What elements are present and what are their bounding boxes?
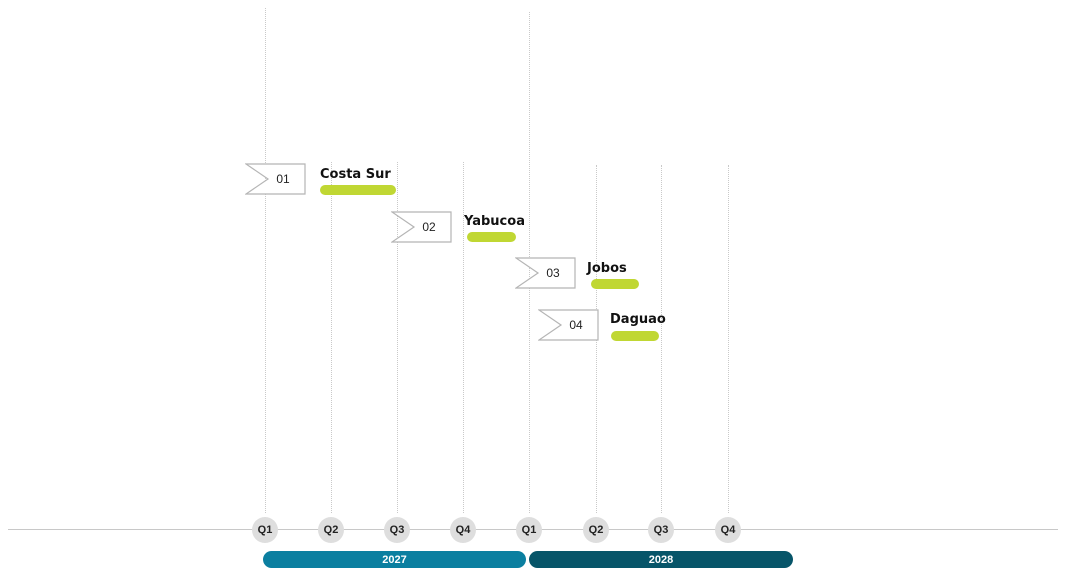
quarter-marker-2027-q4: Q4: [450, 517, 476, 543]
gridline-2027-q1: [265, 8, 266, 513]
task-flag-04: 04: [538, 309, 599, 341]
gridline-2028-q4: [728, 165, 729, 513]
quarter-marker-2028-q4: Q4: [715, 517, 741, 543]
task-bar-daguao: [611, 331, 659, 341]
task-flag-02: 02: [391, 211, 452, 243]
gridline-2027-q4: [463, 162, 464, 513]
quarter-marker-2028-q2: Q2: [583, 517, 609, 543]
task-label-jobos: Jobos: [587, 261, 627, 276]
task-flag-01: 01: [245, 163, 306, 195]
task-number: 03: [546, 266, 560, 280]
task-bar-yabucoa: [467, 232, 516, 242]
task-number: 01: [276, 172, 290, 186]
quarter-marker-2027-q2: Q2: [318, 517, 344, 543]
flag-shape: [538, 309, 599, 341]
task-label-costa-sur: Costa Sur: [320, 167, 391, 182]
quarter-marker-2028-q3: Q3: [648, 517, 674, 543]
year-bar-2028: 2028: [529, 551, 793, 568]
quarter-marker-2027-q1: Q1: [252, 517, 278, 543]
task-flag-03: 03: [515, 257, 576, 289]
flag-shape: [391, 211, 452, 243]
task-bar-costa-sur: [320, 185, 396, 195]
flag-shape: [515, 257, 576, 289]
year-bar-2027: 2027: [263, 551, 526, 568]
flag-shape: [245, 163, 306, 195]
gridline-2027-q2: [331, 162, 332, 513]
gridline-2028-q3: [661, 165, 662, 513]
task-label-daguao: Daguao: [610, 312, 666, 327]
gridline-2027-q3: [397, 162, 398, 513]
quarter-marker-2027-q3: Q3: [384, 517, 410, 543]
task-label-yabucoa: Yabucoa: [464, 214, 525, 229]
task-number: 02: [422, 220, 436, 234]
task-number: 04: [569, 318, 583, 332]
task-bar-jobos: [591, 279, 639, 289]
quarter-marker-2028-q1: Q1: [516, 517, 542, 543]
